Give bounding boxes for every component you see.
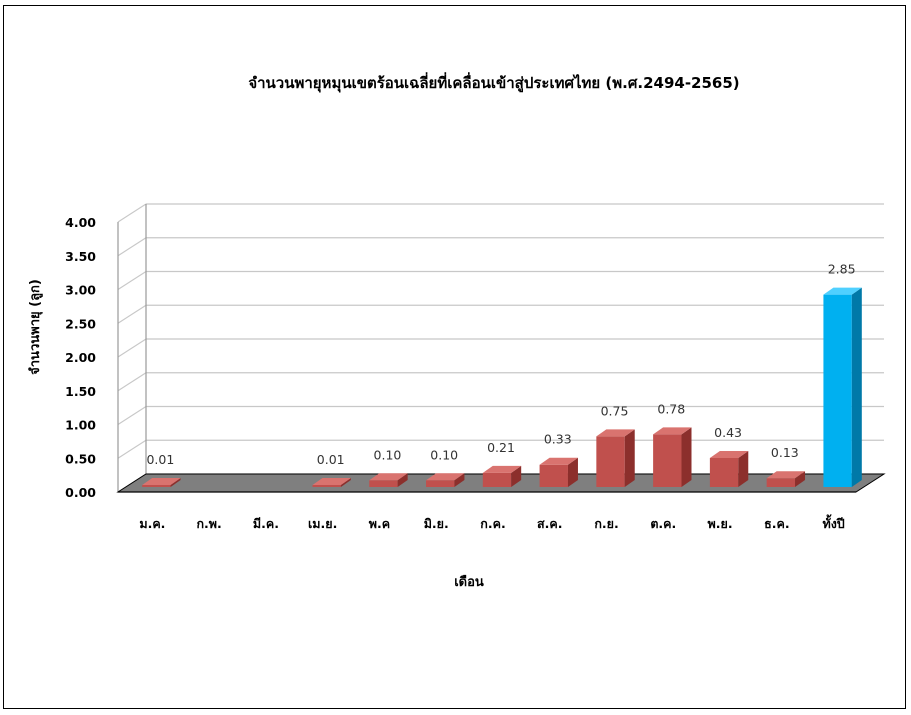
bar-top [596, 429, 635, 437]
bar [539, 457, 578, 487]
bar-top [709, 450, 749, 458]
bar-front [823, 294, 852, 487]
bar-top [823, 287, 862, 295]
x-axis-categories: ม.ค. ก.พ. มี.ค. เม.ย. พ.ค มิ.ย. ก.ค. ส.ค. ก.ย. ต.… [139, 514, 844, 531]
y-tick-label: 2.00 [65, 350, 96, 365]
x-tick-label: ส.ค. [537, 516, 563, 531]
data-label: 0.75 [601, 403, 629, 418]
x-tick-label: พ.ค [369, 516, 390, 531]
bar [426, 473, 465, 487]
bar-front [653, 434, 682, 487]
bar [709, 450, 749, 487]
bar [312, 478, 351, 487]
gridline-side [117, 237, 147, 257]
bar-front [709, 457, 739, 487]
gridline-side [117, 372, 147, 392]
chart-frame [3, 5, 906, 709]
bar-side [454, 473, 465, 487]
bar-top [766, 471, 806, 479]
gridline-side [117, 203, 147, 223]
bar-top [482, 465, 522, 473]
data-label: 2.85 [828, 262, 856, 277]
chart-title: จำนวนพายุหมุนเขตร้อนเฉลี่ยที่เคลื่อนเข้า… [248, 72, 739, 93]
data-label: 0.43 [714, 425, 742, 440]
y-tick-label: 2.50 [65, 316, 96, 331]
data-label: 0.78 [657, 401, 685, 416]
bar [653, 427, 692, 487]
y-tick-label: 3.50 [65, 249, 96, 264]
bar-side [738, 450, 749, 487]
bar [766, 471, 806, 487]
y-tick-label: 4.00 [65, 215, 96, 230]
bar-side [170, 478, 181, 487]
bar-front [426, 480, 455, 487]
y-tick-label: 0.50 [65, 451, 96, 466]
y-axis-ticks: 0.00 0.50 1.00 1.50 2.00 2.50 3.00 3.50 4.00 [65, 215, 96, 500]
bar-side [340, 478, 351, 487]
y-tick-label: 1.50 [65, 384, 96, 399]
bar-side [567, 457, 578, 487]
x-tick-label: ทั้งปี [822, 514, 844, 531]
y-tick-label: 0.00 [65, 485, 96, 500]
bar-side [851, 287, 862, 487]
x-tick-label: มี.ค. [253, 516, 279, 531]
gridline-side [117, 439, 147, 459]
bar-side [795, 471, 806, 487]
data-label: 0.10 [430, 447, 458, 462]
y-tick-label: 1.00 [65, 418, 96, 433]
x-tick-label: ต.ค. [650, 516, 676, 531]
x-tick-label: ก.พ. [196, 516, 221, 531]
x-tick-label: เม.ย. [308, 516, 337, 531]
bar-side [511, 465, 522, 487]
x-tick-label: ธ.ค. [764, 516, 790, 531]
bar-top [369, 473, 408, 481]
data-label: 0.21 [487, 440, 515, 455]
bar-top [539, 457, 578, 465]
data-label: 0.13 [771, 445, 799, 460]
bar-front [482, 472, 512, 487]
bar-front [312, 485, 341, 487]
bar-side [397, 473, 408, 487]
x-tick-label: พ.ย. [708, 516, 733, 531]
data-labels: 0.01 0.01 0.10 0.10 0.21 0.33 0.75 0.78 0.43 0.13… [146, 262, 855, 467]
y-tick-label: 3.00 [65, 283, 96, 298]
gridline-side [117, 405, 147, 426]
x-tick-label: ก.ค. [480, 516, 505, 531]
bar-front [596, 436, 625, 487]
bar [369, 473, 408, 487]
bars-layer [142, 287, 862, 487]
bar-side [624, 429, 635, 487]
y-axis-title: จำนวนพายุ (ลูก) [27, 279, 43, 375]
bar-top [653, 427, 692, 435]
gridline-side [117, 304, 147, 324]
gridline-side [117, 338, 147, 358]
bar-side [681, 427, 692, 487]
bar-front [539, 464, 568, 487]
bar-front [369, 480, 398, 487]
bar-top [426, 473, 465, 481]
data-label: 0.33 [544, 432, 572, 447]
bar-front [766, 478, 796, 487]
bar [596, 429, 635, 487]
x-tick-label: ก.ย. [594, 516, 618, 531]
bar-top [312, 478, 351, 485]
x-tick-label: มิ.ย. [424, 516, 449, 531]
data-label: 0.10 [374, 447, 402, 462]
bar-top [142, 478, 181, 485]
bar [823, 287, 862, 487]
bar [482, 465, 522, 487]
data-label: 0.01 [317, 452, 345, 467]
data-label: 0.01 [146, 452, 174, 467]
x-tick-label: ม.ค. [139, 516, 165, 531]
x-axis-title: เดือน [454, 574, 484, 590]
bar-front [142, 485, 171, 487]
bar [142, 478, 181, 487]
gridline-side [117, 270, 147, 291]
